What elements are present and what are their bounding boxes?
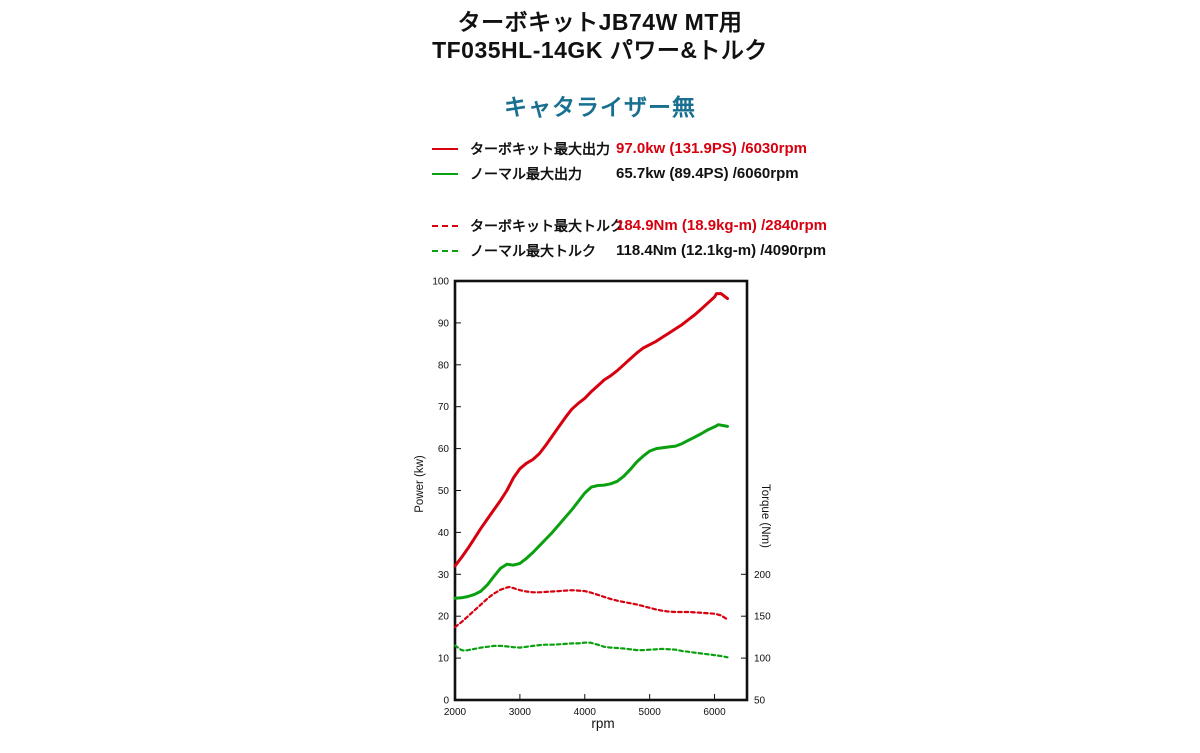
svg-text:200: 200 [754,570,771,581]
svg-text:5000: 5000 [639,707,662,718]
red-solid-line-swatch-icon [432,147,458,150]
legend-group-power: ターボキット最大出力 97.0kw (131.9PS) /6030rpm ノーマ… [432,136,827,186]
legend-value: 184.9Nm (18.9kg-m) /2840rpm [616,217,827,234]
legend-label: ターボキット最大トルク [470,217,624,234]
legend-value: 118.4Nm (12.1kg-m) /4090rpm [616,242,827,259]
svg-text:90: 90 [438,318,450,329]
svg-text:20: 20 [438,612,450,623]
legend-label: ノーマル最大出力 [470,165,582,182]
legend-value: 97.0kw (131.9PS) /6030rpm [616,140,807,157]
svg-text:Torque (Nm): Torque (Nm) [759,484,771,548]
legend-group-torque: ターボキット最大トルク 184.9Nm (18.9kg-m) /2840rpm … [432,213,827,263]
svg-text:150: 150 [754,612,771,623]
svg-text:70: 70 [438,402,450,413]
svg-text:80: 80 [438,360,450,371]
legend-row-normal-torque: ノーマル最大トルク 118.4Nm (12.1kg-m) /4090rpm [432,238,827,263]
svg-text:100: 100 [754,654,771,665]
red-dashed-line-swatch-icon [432,224,458,227]
svg-text:rpm: rpm [591,716,614,731]
svg-text:4000: 4000 [574,707,597,718]
green-solid-line-swatch-icon [432,172,458,175]
subtitle-catalyzer: キャタライザー無 [504,94,696,120]
svg-text:50: 50 [754,696,766,707]
svg-text:6000: 6000 [703,707,726,718]
svg-text:60: 60 [438,444,450,455]
svg-text:50: 50 [438,486,450,497]
power-torque-chart: 0 10 20 30 40 50 60 70 80 90 100 2000 3000 4000 5000 60… [400,260,800,752]
legend-row-turbo-power: ターボキット最大出力 97.0kw (131.9PS) /6030rpm [432,136,827,161]
legend-label: ターボキット最大出力 [470,140,610,157]
legend-label: ノーマル最大トルク [470,242,596,259]
svg-text:40: 40 [438,528,450,539]
svg-text:0: 0 [443,696,449,707]
page-title-line2: TF035HL-14GK パワー&トルク [432,37,768,63]
chart-svg: 0 10 20 30 40 50 60 70 80 90 100 2000 3000 4000 5000 60… [414,277,771,732]
svg-text:3000: 3000 [509,707,532,718]
legend-row-normal-power: ノーマル最大出力 65.7kw (89.4PS) /6060rpm [432,161,827,186]
svg-text:10: 10 [438,654,450,665]
legend: ターボキット最大出力 97.0kw (131.9PS) /6030rpm ノーマ… [432,136,827,263]
svg-text:100: 100 [432,277,449,288]
legend-value: 65.7kw (89.4PS) /6060rpm [616,165,799,182]
page-title-line1: ターボキットJB74W MT用 [457,9,743,35]
svg-text:2000: 2000 [444,707,467,718]
title-block: ターボキットJB74W MT用 TF035HL-14GK パワー&トルク [0,8,1200,64]
green-dashed-line-swatch-icon [432,249,458,252]
legend-row-turbo-torque: ターボキット最大トルク 184.9Nm (18.9kg-m) /2840rpm [432,213,827,238]
svg-text:Power (kw): Power (kw) [414,455,426,513]
svg-text:30: 30 [438,570,450,581]
